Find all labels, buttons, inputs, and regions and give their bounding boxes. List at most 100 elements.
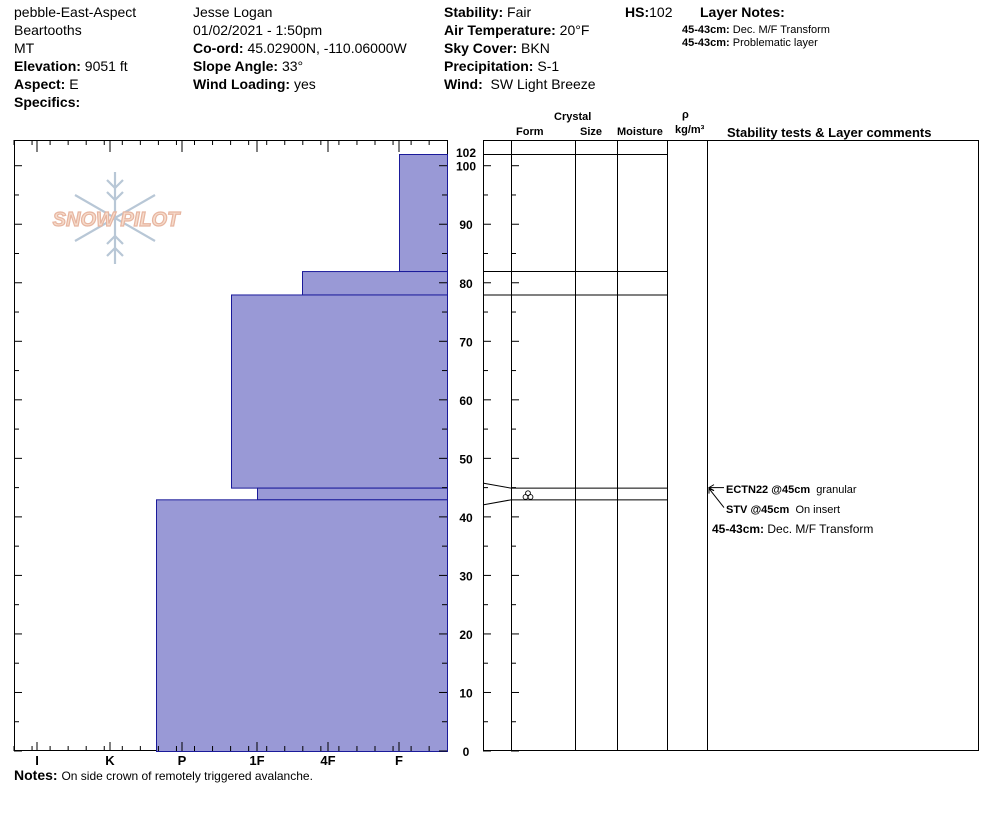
elevation-value: 9051 ft <box>84 58 128 74</box>
layer-note-range: 45-43cm: <box>682 37 730 49</box>
symbol-circle <box>525 490 531 497</box>
form-header: Form <box>516 126 544 138</box>
layer-note-1: 45-43cm: Dec. M/F Transform <box>682 24 830 37</box>
density-unit-header: kg/m³ <box>675 124 705 136</box>
stability-test-arrows <box>708 484 725 508</box>
aspect-value: E <box>69 76 79 92</box>
layer-table <box>482 140 708 752</box>
wind-loading-label: Wind Loading: <box>193 76 291 92</box>
x-axis-ticks: I K P 1F 4F F <box>13 140 430 768</box>
notes-row: Notes: On side crown of remotely trigger… <box>14 767 313 784</box>
aspect-label: Aspect: <box>14 76 66 92</box>
snowpilot-logo: SNOW PILOT <box>52 172 182 264</box>
layer-comment-range: 45-43cm: <box>712 522 765 536</box>
stability-tests-header: Stability tests & Layer comments <box>727 125 932 140</box>
stability-arrow-line <box>708 488 725 508</box>
wind-loading-row: Wind Loading: yes <box>193 76 316 92</box>
y-tick-label: 50 <box>459 452 473 466</box>
y-tick-label: 10 <box>459 686 473 700</box>
precip-row: Precipitation: S-1 <box>444 58 559 74</box>
state: MT <box>14 40 35 56</box>
wind-label: Wind: <box>444 76 483 92</box>
x-tick-label: I <box>35 753 39 768</box>
precip-label: Precipitation: <box>444 58 534 74</box>
stability-value: Fair <box>507 4 532 20</box>
logo-text: SNOW PILOT <box>53 209 181 231</box>
crystal-header: Crystal <box>554 111 592 123</box>
hardness-layer-bar <box>257 487 448 501</box>
moisture-header: Moisture <box>617 126 663 138</box>
hardness-layers <box>156 154 448 752</box>
y-tick-label: 30 <box>459 569 473 583</box>
specifics-label: Specifics: <box>14 94 81 110</box>
hardness-layer-bar <box>231 294 448 489</box>
elevation-label: Elevation: <box>14 58 81 74</box>
layer-boundary-connector <box>482 499 512 506</box>
layer-comment: 45-43cm: Dec. M/F Transform <box>712 521 873 537</box>
x-tick-label: K <box>105 753 115 768</box>
stability-test-1: ECTN22 @45cm granular <box>726 482 857 498</box>
layer-notes-title: Layer Notes: <box>700 4 785 20</box>
mountain-range: Beartooths <box>14 22 82 38</box>
coord-row: Co-ord: 45.02900N, -110.06000W <box>193 40 407 56</box>
aspect-row: Aspect: E <box>14 76 79 92</box>
form-symbols <box>522 490 534 500</box>
size-header: Size <box>580 126 603 138</box>
rho-header: ρ <box>682 109 689 121</box>
stability-test-code: STV @45cm <box>726 504 790 516</box>
observation-datetime: 01/02/2021 - 1:50pm <box>193 22 323 38</box>
wind-row: Wind: SW Light Breeze <box>444 76 596 92</box>
symbol-circle <box>527 494 534 500</box>
decomposed-melt-freeze-icon <box>522 490 534 500</box>
hardness-layer-bar <box>399 154 448 273</box>
y-tick-label: 80 <box>459 277 473 291</box>
stability-test-comment: On insert <box>795 504 841 516</box>
stability-row: Stability: Fair <box>444 4 531 20</box>
hs-row: HS:102 <box>625 4 672 20</box>
stability-label: Stability: <box>444 4 504 20</box>
precip-value: S-1 <box>537 58 560 74</box>
x-tick-label: 1F <box>249 753 264 768</box>
elevation-row: Elevation: 9051 ft <box>14 58 128 74</box>
layer-note-text: Problematic layer <box>732 37 818 49</box>
notes-label: Notes: <box>14 767 58 783</box>
slope-label: Slope Angle: <box>193 58 279 74</box>
stability-comments <box>707 140 979 751</box>
hardness-layer-bar <box>156 499 448 752</box>
slope-value: 33° <box>281 58 304 74</box>
layer-note-range: 45-43cm: <box>682 24 730 36</box>
x-tick-label: F <box>395 753 403 768</box>
y-tick-label: 70 <box>459 335 473 349</box>
y-tick-label: 60 <box>459 394 473 408</box>
layer-boundaries <box>482 154 667 506</box>
stability-test-2: STV @45cm On insert <box>726 502 840 518</box>
stability-comments-frame <box>707 140 979 751</box>
coord-value: 45.02900N, -110.06000W <box>247 40 407 56</box>
table-depth-ticks <box>483 165 519 752</box>
wind-loading-value: yes <box>293 76 316 92</box>
y-tick-label: 40 <box>459 511 473 525</box>
sky-cover-value: BKN <box>521 40 550 56</box>
y-tick-label: 90 <box>459 218 473 232</box>
slope-row: Slope Angle: 33° <box>193 58 303 74</box>
stability-test-code: ECTN22 @45cm <box>726 484 811 496</box>
layer-note-2: 45-43cm: Problematic layer <box>682 37 818 50</box>
hs-value: 102 <box>649 4 673 20</box>
x-tick-label: 4F <box>320 753 335 768</box>
air-temp-value: 20°F <box>559 22 590 38</box>
y-tick-label: 100 <box>456 160 476 174</box>
wind-value: SW Light Breeze <box>490 76 596 92</box>
sky-cover-label: Sky Cover: <box>444 40 518 56</box>
notes-text: On side crown of remotely triggered aval… <box>61 769 313 783</box>
layer-note-text: Dec. M/F Transform <box>732 24 830 36</box>
layer-boundary-connector <box>482 482 512 489</box>
x-tick-label: P <box>178 753 187 768</box>
y-top-label: 102 <box>456 146 476 160</box>
hs-label: HS: <box>625 4 650 20</box>
y-tick-label: 0 <box>463 745 470 759</box>
snowflake-icon <box>74 172 156 264</box>
air-temp-row: Air Temperature: 20°F <box>444 22 589 38</box>
